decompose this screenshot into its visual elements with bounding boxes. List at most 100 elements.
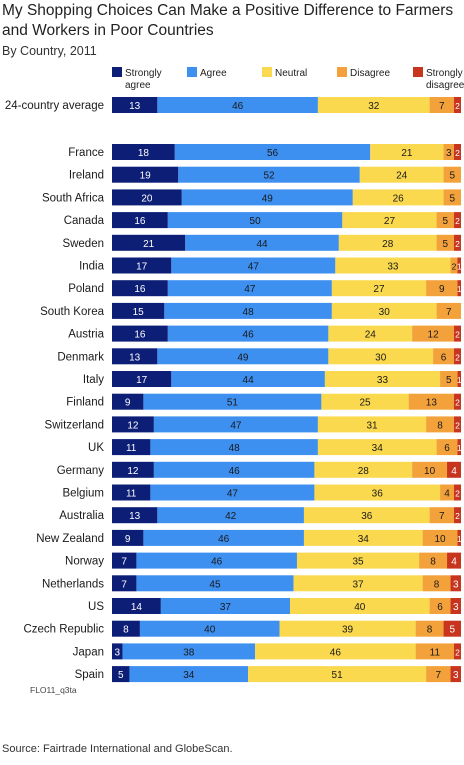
- data-label-japan-strongly-agree: 3: [114, 647, 120, 658]
- data-label-belgium-disagree: 4: [444, 489, 450, 500]
- data-label-us-disagree: 6: [437, 602, 443, 613]
- category-label-czech-republic: Czech Republic: [23, 624, 104, 636]
- bar-poland-strongly-disagree: [457, 280, 461, 297]
- legend-swatch-agree: [187, 67, 197, 77]
- data-label-24-country-average-agree: 46: [232, 101, 244, 112]
- bar-japan-agree: [122, 643, 256, 660]
- bar-south-korea-disagree: [436, 302, 461, 319]
- bar-sweden-strongly-disagree: [454, 234, 461, 251]
- legend-label-strongly-agree: Strongly agree: [125, 68, 162, 91]
- data-label-netherlands-neutral: 37: [352, 579, 364, 590]
- category-label-24-country-average: 24-country average: [5, 100, 104, 112]
- data-label-australia-disagree: 7: [439, 511, 445, 522]
- chart-subtitle: By Country, 2011: [2, 44, 97, 58]
- bar-india-disagree: [450, 257, 458, 274]
- bar-netherlands-disagree: [422, 575, 451, 592]
- data-label-japan-agree: 38: [183, 647, 195, 658]
- data-label-us-strongly-agree: 14: [131, 602, 143, 613]
- data-label-uk-agree: 48: [229, 443, 241, 454]
- data-label-germany-neutral: 28: [358, 466, 370, 477]
- data-label-norway-disagree: 8: [430, 557, 436, 568]
- bar-south-korea-strongly-agree: [112, 302, 165, 319]
- bar-uk-strongly-disagree: [457, 439, 461, 456]
- bar-norway-disagree: [419, 552, 448, 569]
- bar-czech-republic-strongly-agree: [112, 620, 140, 637]
- legend-swatch-disagree: [337, 67, 347, 77]
- bar-germany-disagree: [412, 461, 448, 478]
- bar-uk-strongly-agree: [112, 439, 151, 456]
- bar-germany-agree: [153, 461, 315, 478]
- bar-24-country-average-disagree: [429, 97, 455, 113]
- data-label-norway-strongly-disagree: 4: [451, 557, 457, 568]
- bar-finland-neutral: [321, 393, 409, 410]
- data-label-sweden-disagree: 5: [443, 239, 449, 250]
- data-label-canada-strongly-disagree: 2: [455, 216, 460, 226]
- bar-new-zealand-disagree: [422, 529, 458, 546]
- bar-italy-neutral: [324, 371, 441, 387]
- bar-24-country-average-strongly-agree: [112, 97, 158, 113]
- data-label-finland-strongly-disagree: 2: [455, 398, 460, 408]
- category-label-poland: Poland: [68, 283, 104, 295]
- bar-czech-republic-agree: [139, 620, 280, 637]
- data-label-sweden-neutral: 28: [382, 239, 394, 250]
- legend-label-agree: Agree: [200, 68, 227, 79]
- data-label-germany-strongly-disagree: 4: [451, 466, 457, 477]
- bar-sweden-neutral: [338, 234, 437, 251]
- legend-swatch-strongly-disagree: [413, 67, 423, 77]
- data-label-denmark-neutral: 30: [375, 352, 387, 363]
- data-label-germany-disagree: 10: [424, 466, 436, 477]
- bar-new-zealand-agree: [143, 529, 304, 546]
- bar-finland-agree: [143, 393, 322, 410]
- category-label-us: US: [88, 601, 104, 613]
- data-label-spain-disagree: 7: [436, 670, 442, 681]
- bar-japan-strongly-disagree: [454, 643, 461, 660]
- bar-australia-agree: [157, 507, 304, 524]
- category-label-south-africa: South Africa: [42, 192, 105, 204]
- bar-czech-republic-disagree: [415, 620, 444, 637]
- data-label-south-korea-disagree: 7: [446, 307, 452, 318]
- bar-poland-neutral: [331, 280, 427, 297]
- data-label-italy-strongly-disagree: 1: [457, 375, 462, 385]
- data-label-australia-strongly-agree: 13: [129, 511, 141, 522]
- data-label-uk-disagree: 6: [444, 443, 450, 454]
- bar-south-korea-agree: [164, 302, 332, 319]
- data-label-24-country-average-disagree: 7: [439, 101, 445, 112]
- bar-south-africa-disagree: [443, 189, 461, 206]
- bar-denmark-neutral: [328, 348, 434, 365]
- bar-switzerland-disagree: [426, 416, 455, 433]
- data-label-belgium-strongly-disagree: 2: [455, 489, 460, 499]
- stacked-bar-chart: Strongly agree Agree Neutral Disagree Strongl…: [5, 67, 464, 683]
- bar-ireland-agree: [178, 166, 360, 183]
- data-label-ireland-strongly-agree: 19: [140, 171, 152, 182]
- bar-south-africa-strongly-agree: [112, 189, 182, 206]
- category-label-norway: Norway: [65, 556, 104, 568]
- category-label-india: India: [79, 261, 105, 273]
- data-label-south-korea-strongly-agree: 15: [133, 307, 145, 318]
- bar-canada-strongly-disagree: [454, 212, 461, 229]
- bar-austria-agree: [167, 325, 329, 342]
- data-label-new-zealand-strongly-disagree: 1: [457, 534, 462, 544]
- bar-new-zealand-strongly-disagree: [457, 529, 461, 546]
- data-label-italy-strongly-agree: 17: [136, 375, 148, 386]
- data-label-south-africa-agree: 49: [262, 193, 274, 204]
- data-label-japan-strongly-disagree: 2: [455, 647, 460, 657]
- data-label-ireland-disagree: 5: [449, 171, 455, 182]
- data-label-austria-neutral: 24: [365, 330, 377, 341]
- data-label-sweden-agree: 44: [257, 239, 269, 250]
- bar-poland-agree: [167, 280, 332, 297]
- data-label-germany-agree: 46: [229, 466, 241, 477]
- bar-belgium-agree: [150, 484, 315, 501]
- category-label-australia: Australia: [59, 510, 104, 522]
- bar-switzerland-strongly-disagree: [454, 416, 461, 433]
- bar-india-strongly-disagree: [457, 257, 461, 274]
- bar-austria-disagree: [412, 325, 455, 342]
- data-label-sweden-strongly-disagree: 2: [455, 239, 460, 249]
- bar-italy-agree: [171, 371, 325, 387]
- bar-new-zealand-neutral: [303, 529, 423, 546]
- bar-canada-disagree: [436, 212, 455, 229]
- data-label-france-strongly-agree: 18: [138, 148, 150, 159]
- bar-india-neutral: [335, 257, 451, 274]
- bar-south-africa-neutral: [352, 189, 444, 206]
- bar-germany-strongly-agree: [112, 461, 154, 478]
- data-label-ireland-agree: 52: [263, 171, 275, 182]
